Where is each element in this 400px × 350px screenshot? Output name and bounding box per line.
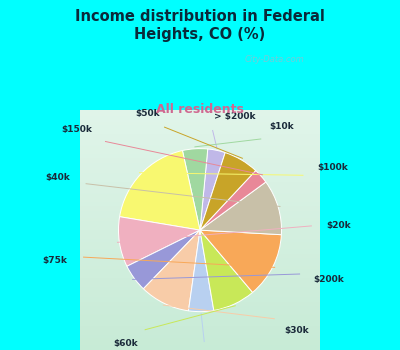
Wedge shape bbox=[200, 170, 266, 230]
Text: $200k: $200k bbox=[313, 275, 344, 285]
Text: $10k: $10k bbox=[269, 122, 294, 131]
Text: $50k: $50k bbox=[135, 108, 160, 118]
Text: > $200k: > $200k bbox=[214, 112, 256, 121]
Wedge shape bbox=[200, 230, 253, 310]
Text: $20k: $20k bbox=[326, 221, 351, 230]
Text: $30k: $30k bbox=[284, 326, 309, 335]
Wedge shape bbox=[200, 182, 282, 235]
Wedge shape bbox=[127, 230, 200, 289]
Wedge shape bbox=[200, 149, 225, 230]
Wedge shape bbox=[120, 150, 200, 230]
Text: City-Data.com: City-Data.com bbox=[245, 55, 305, 64]
Wedge shape bbox=[200, 153, 256, 230]
Wedge shape bbox=[118, 217, 200, 266]
Text: $150k: $150k bbox=[62, 125, 92, 134]
Wedge shape bbox=[200, 230, 281, 292]
Text: $40k: $40k bbox=[46, 173, 70, 182]
Wedge shape bbox=[188, 230, 214, 312]
Text: $100k: $100k bbox=[317, 163, 348, 172]
Text: Income distribution in Federal
Heights, CO (%): Income distribution in Federal Heights, … bbox=[75, 9, 325, 42]
Wedge shape bbox=[144, 230, 200, 311]
Text: All residents: All residents bbox=[156, 103, 244, 116]
Text: $75k: $75k bbox=[43, 256, 68, 265]
Text: $60k: $60k bbox=[113, 339, 138, 348]
Wedge shape bbox=[182, 149, 208, 230]
